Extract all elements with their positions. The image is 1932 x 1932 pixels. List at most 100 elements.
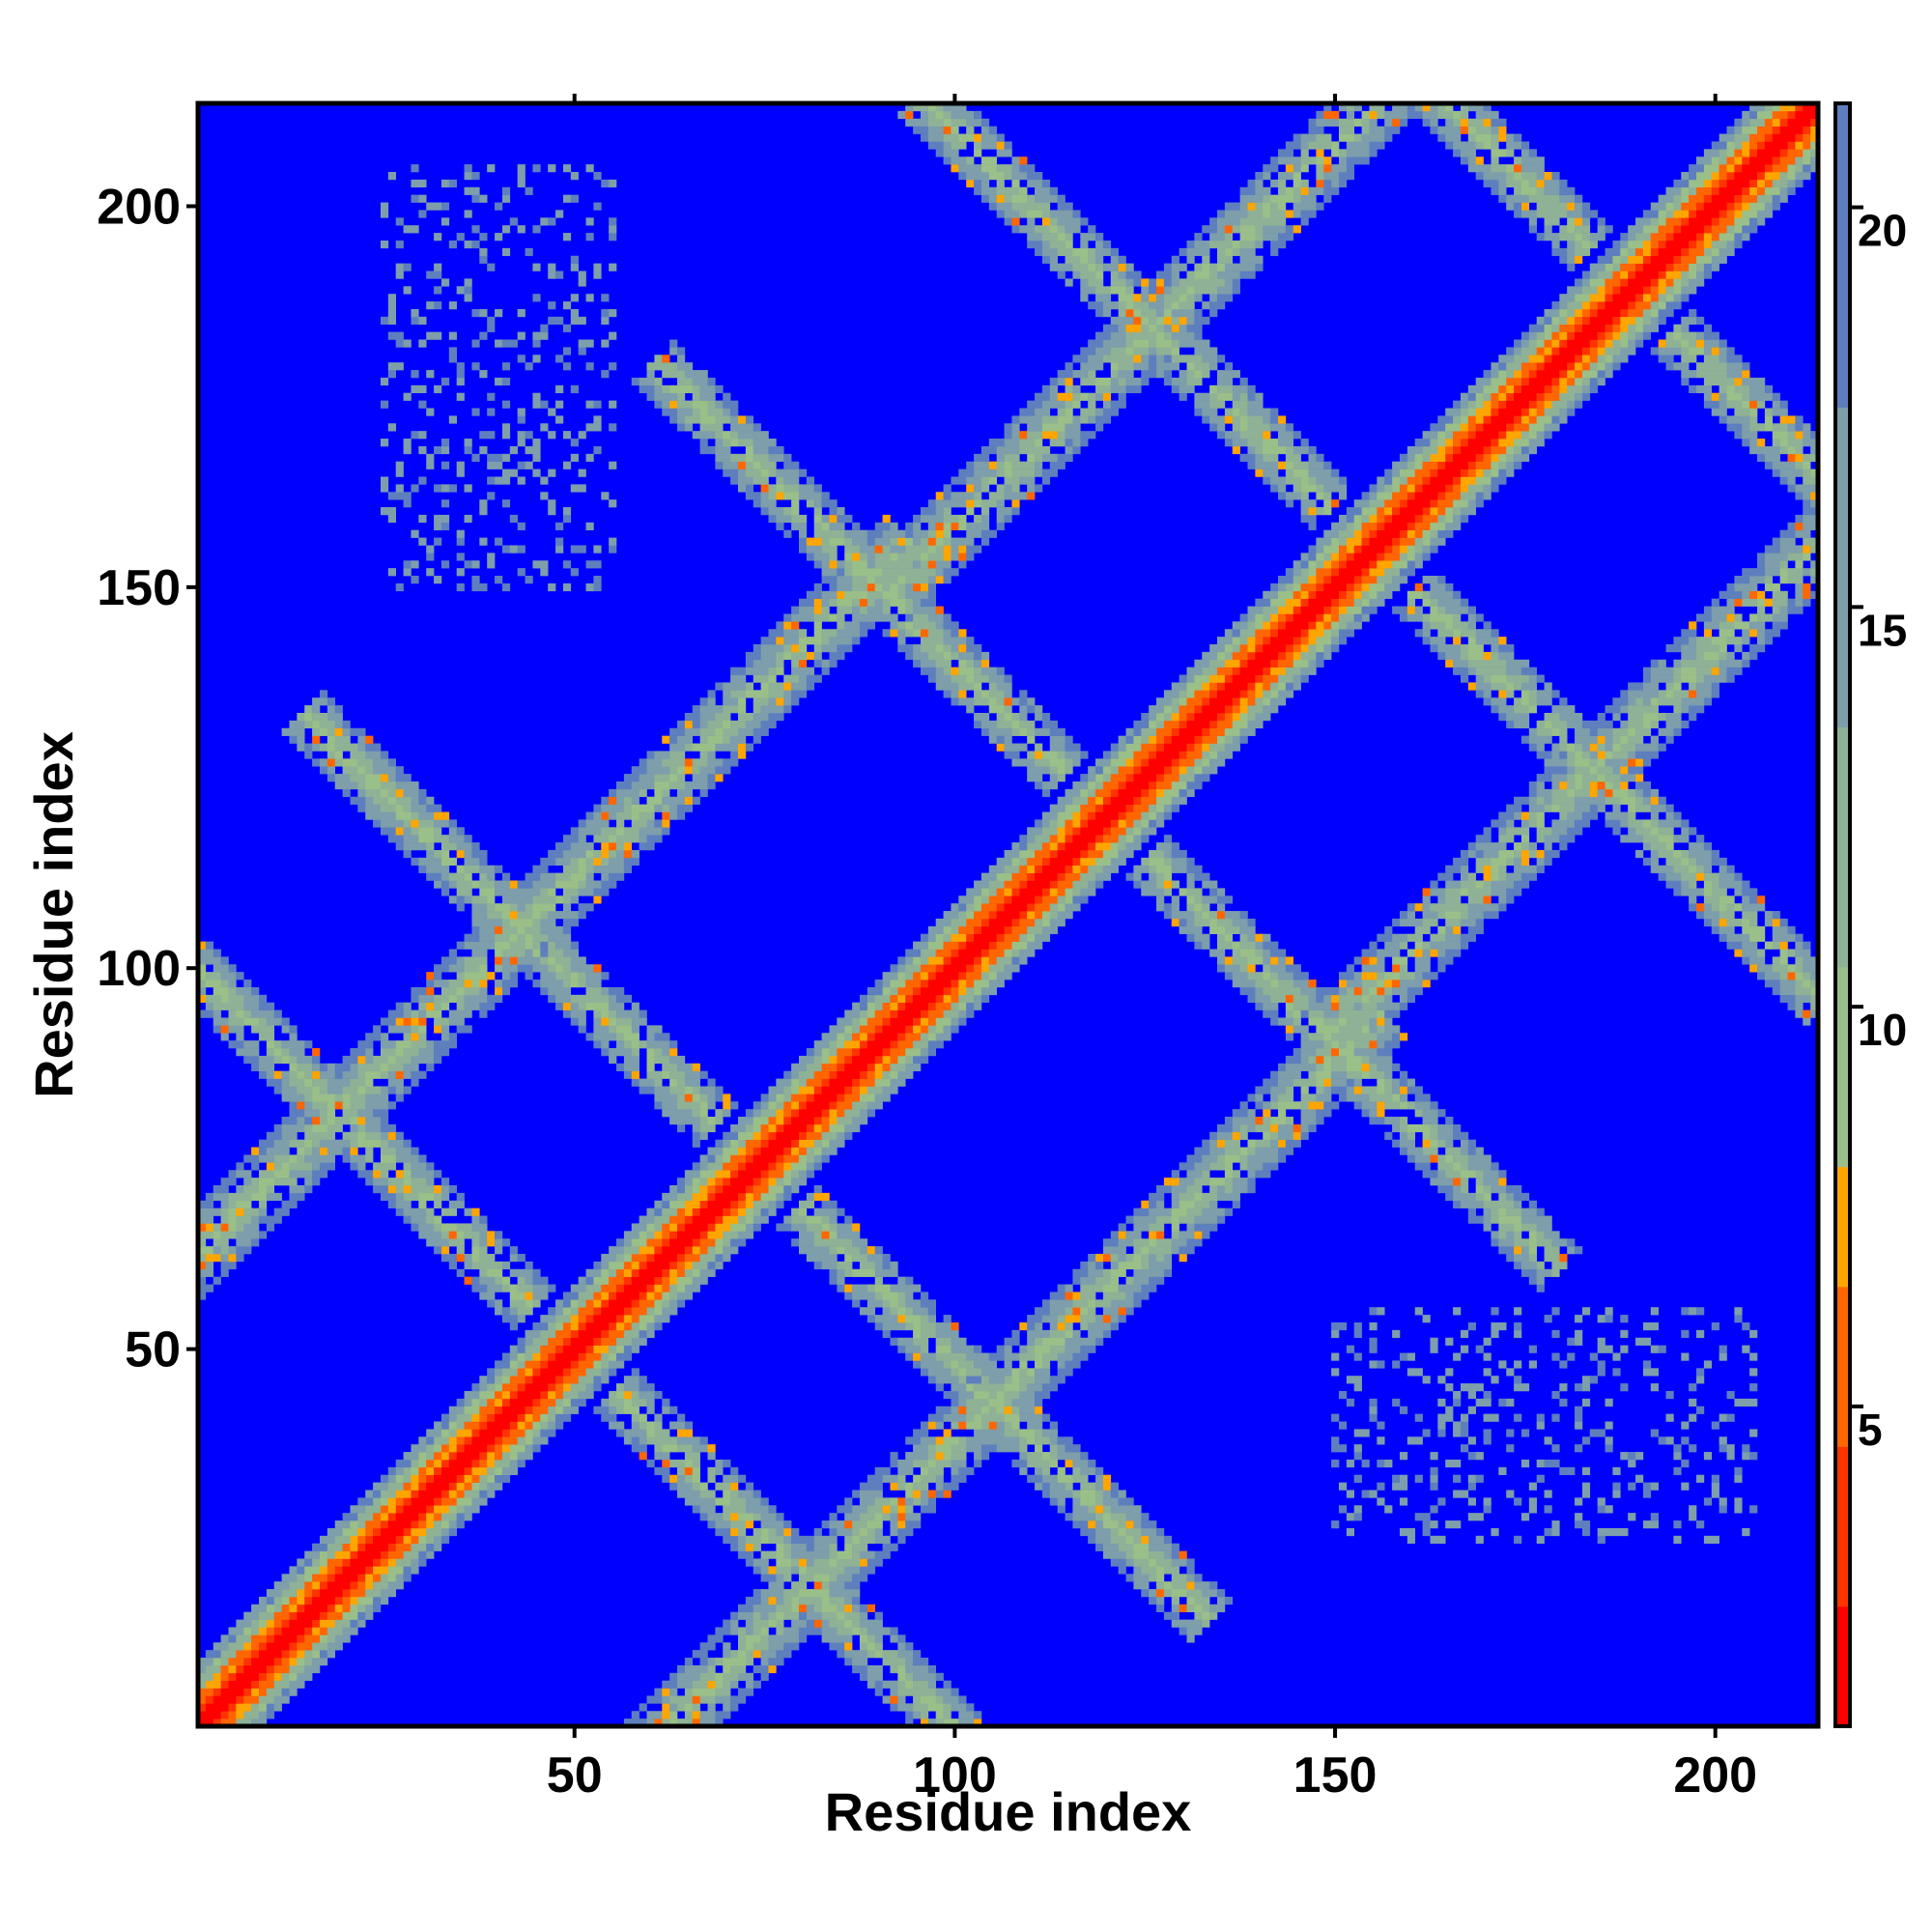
heatmap-cell <box>448 1200 465 1208</box>
heatmap-cell <box>1133 727 1142 736</box>
heatmap-cell <box>1665 1413 1674 1422</box>
heatmap-cell <box>1377 972 1385 980</box>
heatmap-cell <box>365 1178 374 1186</box>
heatmap-cell <box>418 811 435 820</box>
heatmap-cell <box>753 1513 761 1521</box>
heatmap-cell <box>760 1658 769 1666</box>
heatmap-cell <box>357 743 366 752</box>
heatmap-cell <box>1011 1329 1020 1339</box>
heatmap-cell <box>578 1315 586 1323</box>
heatmap-cell <box>852 1086 861 1094</box>
heatmap-cell <box>1141 827 1157 836</box>
heatmap-cell <box>373 1025 382 1034</box>
heatmap-cell <box>1399 1094 1408 1102</box>
heatmap-cell <box>1308 1055 1317 1065</box>
heatmap-cell <box>616 788 639 798</box>
heatmap-cell <box>220 1261 237 1270</box>
heatmap-cell <box>707 1185 716 1194</box>
heatmap-cell <box>1285 1009 1294 1018</box>
heatmap-cell <box>289 1078 305 1087</box>
heatmap-cell <box>1377 949 1401 957</box>
heatmap-cell <box>1141 1589 1150 1598</box>
heatmap-cell <box>1514 1413 1522 1422</box>
heatmap-cell <box>1528 788 1537 798</box>
heatmap-cell <box>1491 872 1499 881</box>
heatmap-cell <box>334 1596 343 1605</box>
heatmap-cell <box>1171 1208 1187 1216</box>
heatmap-cell <box>479 1413 488 1422</box>
heatmap-cell <box>616 849 625 859</box>
heatmap-cell <box>601 1253 617 1263</box>
heatmap-cell <box>213 1658 221 1666</box>
heatmap-cell <box>791 1543 808 1551</box>
heatmap-cell <box>806 1558 815 1567</box>
heatmap-cell <box>350 796 366 805</box>
heatmap-cell <box>525 941 533 950</box>
heatmap-cell <box>1011 727 1020 736</box>
heatmap-cell <box>684 1223 708 1232</box>
heatmap-cell <box>1353 1383 1362 1392</box>
heatmap-cell <box>1605 811 1629 820</box>
heatmap-cell <box>958 1376 967 1384</box>
heatmap-cell <box>1483 1192 1492 1202</box>
heatmap-cell <box>1422 895 1431 904</box>
heatmap-cell <box>1437 925 1446 935</box>
heatmap-cell <box>243 1664 268 1674</box>
heatmap-cell <box>1194 1574 1203 1582</box>
heatmap-cell <box>1072 880 1089 889</box>
heatmap-cell <box>1544 1246 1560 1255</box>
heatmap-cell <box>798 1208 808 1216</box>
heatmap-cell <box>760 1192 777 1202</box>
heatmap-cell <box>1323 1078 1332 1087</box>
heatmap-cell <box>1559 1466 1576 1476</box>
heatmap-cell <box>966 1413 975 1422</box>
heatmap-cell <box>837 1040 845 1049</box>
heatmap-cell <box>1149 1535 1165 1545</box>
heatmap-cell <box>692 1208 700 1216</box>
heatmap-cell <box>1575 1497 1583 1506</box>
heatmap-cell <box>791 1619 808 1628</box>
heatmap-cell <box>570 994 610 1004</box>
heatmap-cell <box>1430 903 1469 912</box>
heatmap-cell <box>411 1070 427 1079</box>
heatmap-cell <box>509 1268 533 1277</box>
heatmap-cell <box>1095 1513 1104 1521</box>
heatmap-cell <box>1392 1078 1401 1087</box>
heatmap-cell <box>1575 819 1591 828</box>
heatmap-cell <box>935 1337 952 1346</box>
heatmap-cell <box>730 1520 747 1529</box>
heatmap-cell <box>601 972 610 980</box>
heatmap-cell <box>1719 1345 1727 1353</box>
heatmap-cell <box>654 1253 678 1263</box>
heatmap-cell <box>1049 1490 1073 1498</box>
heatmap-cell <box>1202 1154 1218 1163</box>
heatmap-cell <box>1141 766 1165 775</box>
heatmap-cell <box>266 1131 282 1140</box>
heatmap-cell <box>1514 1376 1522 1384</box>
heatmap-cell <box>411 1185 435 1194</box>
heatmap-cell <box>236 1650 252 1659</box>
heatmap-cell <box>669 1223 678 1232</box>
heatmap-cell <box>738 1139 747 1148</box>
heatmap-cell <box>548 933 572 942</box>
heatmap-cell <box>509 903 518 912</box>
heatmap-cell <box>852 1238 868 1247</box>
heatmap-cell <box>258 1033 275 1041</box>
heatmap-cell <box>958 994 975 1004</box>
heatmap-cell <box>1597 1527 1629 1537</box>
heatmap-cell <box>821 1215 830 1224</box>
heatmap-cell <box>996 1444 1020 1453</box>
heatmap-cell <box>258 1650 282 1659</box>
heatmap-cell <box>334 751 343 759</box>
heatmap-cell <box>867 1101 883 1110</box>
heatmap-cell <box>1331 1078 1348 1087</box>
heatmap-cell <box>943 1703 952 1712</box>
heatmap-cell <box>1171 804 1179 812</box>
heatmap-cell <box>1742 880 1750 889</box>
heatmap-cell <box>1650 735 1659 744</box>
heatmap-cell <box>1642 1360 1652 1369</box>
heatmap-cell <box>342 1589 351 1598</box>
heatmap-cell <box>1149 872 1157 881</box>
heatmap-cell <box>464 1398 472 1407</box>
heatmap-cell <box>273 1170 290 1179</box>
